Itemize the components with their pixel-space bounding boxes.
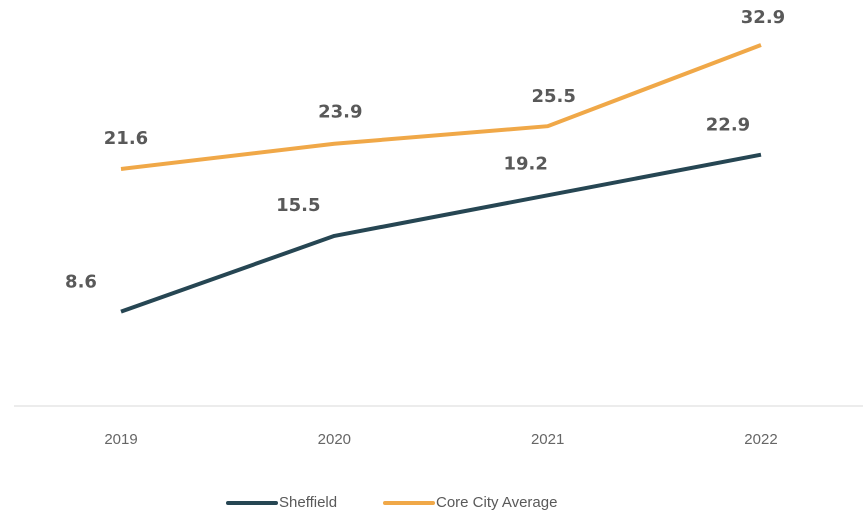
series-line (120, 152, 762, 314)
series-line (120, 43, 762, 171)
legend-label: Sheffield (279, 494, 337, 511)
x-tick-label: 2021 (531, 431, 564, 448)
x-tick-label: 2022 (744, 431, 777, 448)
data-label: 25.5 (531, 86, 575, 107)
data-label: 32.9 (741, 7, 785, 28)
data-label: 15.5 (276, 195, 320, 216)
data-label: 22.9 (706, 115, 750, 136)
data-label: 23.9 (318, 102, 362, 123)
x-tick-label: 2019 (104, 431, 137, 448)
data-label: 19.2 (503, 153, 547, 174)
data-label: 8.6 (65, 272, 97, 293)
x-tick-label: 2020 (318, 431, 351, 448)
legend-label: Core City Average (436, 494, 557, 511)
data-label: 21.6 (104, 128, 148, 149)
